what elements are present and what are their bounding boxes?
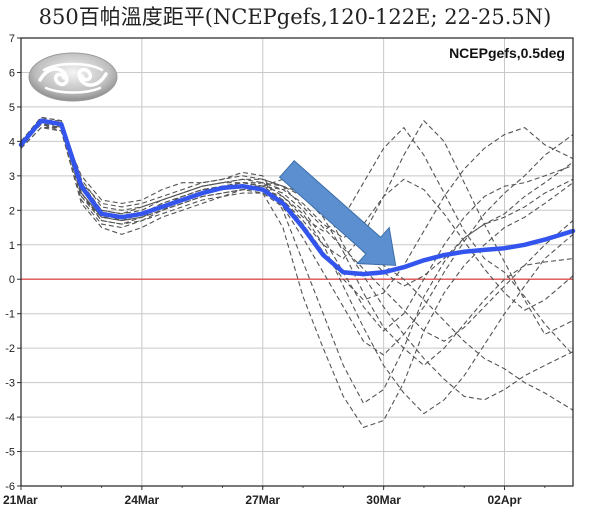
- y-tick-label: 1: [9, 240, 15, 252]
- ensemble-member-line: [20, 120, 574, 366]
- ensemble-member-line: [20, 120, 574, 332]
- ensemble-member-line: [20, 120, 574, 342]
- y-tick-label: 5: [9, 102, 15, 114]
- x-tick-label: 24Mar: [125, 493, 160, 507]
- x-tick-label: 27Mar: [245, 493, 280, 507]
- y-tick-label: 2: [9, 205, 15, 217]
- chart-title: 850百帕溫度距平(NCEPgefs,120-122E; 22-25.5N): [38, 5, 552, 29]
- ensemble-member-line: [20, 116, 574, 415]
- ensemble-mean-line: [18, 118, 576, 277]
- y-tick-label: -5: [5, 447, 15, 459]
- plot-area: [21, 38, 573, 486]
- y-tick-label: 3: [9, 171, 15, 183]
- plot-border: [20, 37, 574, 487]
- x-tick-label: 21Mar: [3, 493, 38, 507]
- y-tick-label: 4: [9, 136, 15, 148]
- y-tick-label: -1: [5, 309, 15, 321]
- y-tick-label: -3: [5, 378, 15, 390]
- y-tick-label: 7: [9, 33, 15, 45]
- cwb-cloud-logo: [28, 52, 118, 102]
- ensemble-member-line: [20, 127, 574, 356]
- y-tick-label: 6: [9, 67, 15, 79]
- x-tick-label: 02Apr: [487, 493, 521, 507]
- y-tick-label: -4: [5, 412, 15, 424]
- y-tick-label: 0: [9, 274, 15, 286]
- chart-annotation: NCEPgefs,0.5deg: [449, 45, 565, 61]
- trend-arrow: [278, 159, 397, 266]
- y-tick-label: -2: [5, 343, 15, 355]
- x-tick-label: 30Mar: [366, 493, 401, 507]
- y-tick-label: -6: [5, 481, 15, 493]
